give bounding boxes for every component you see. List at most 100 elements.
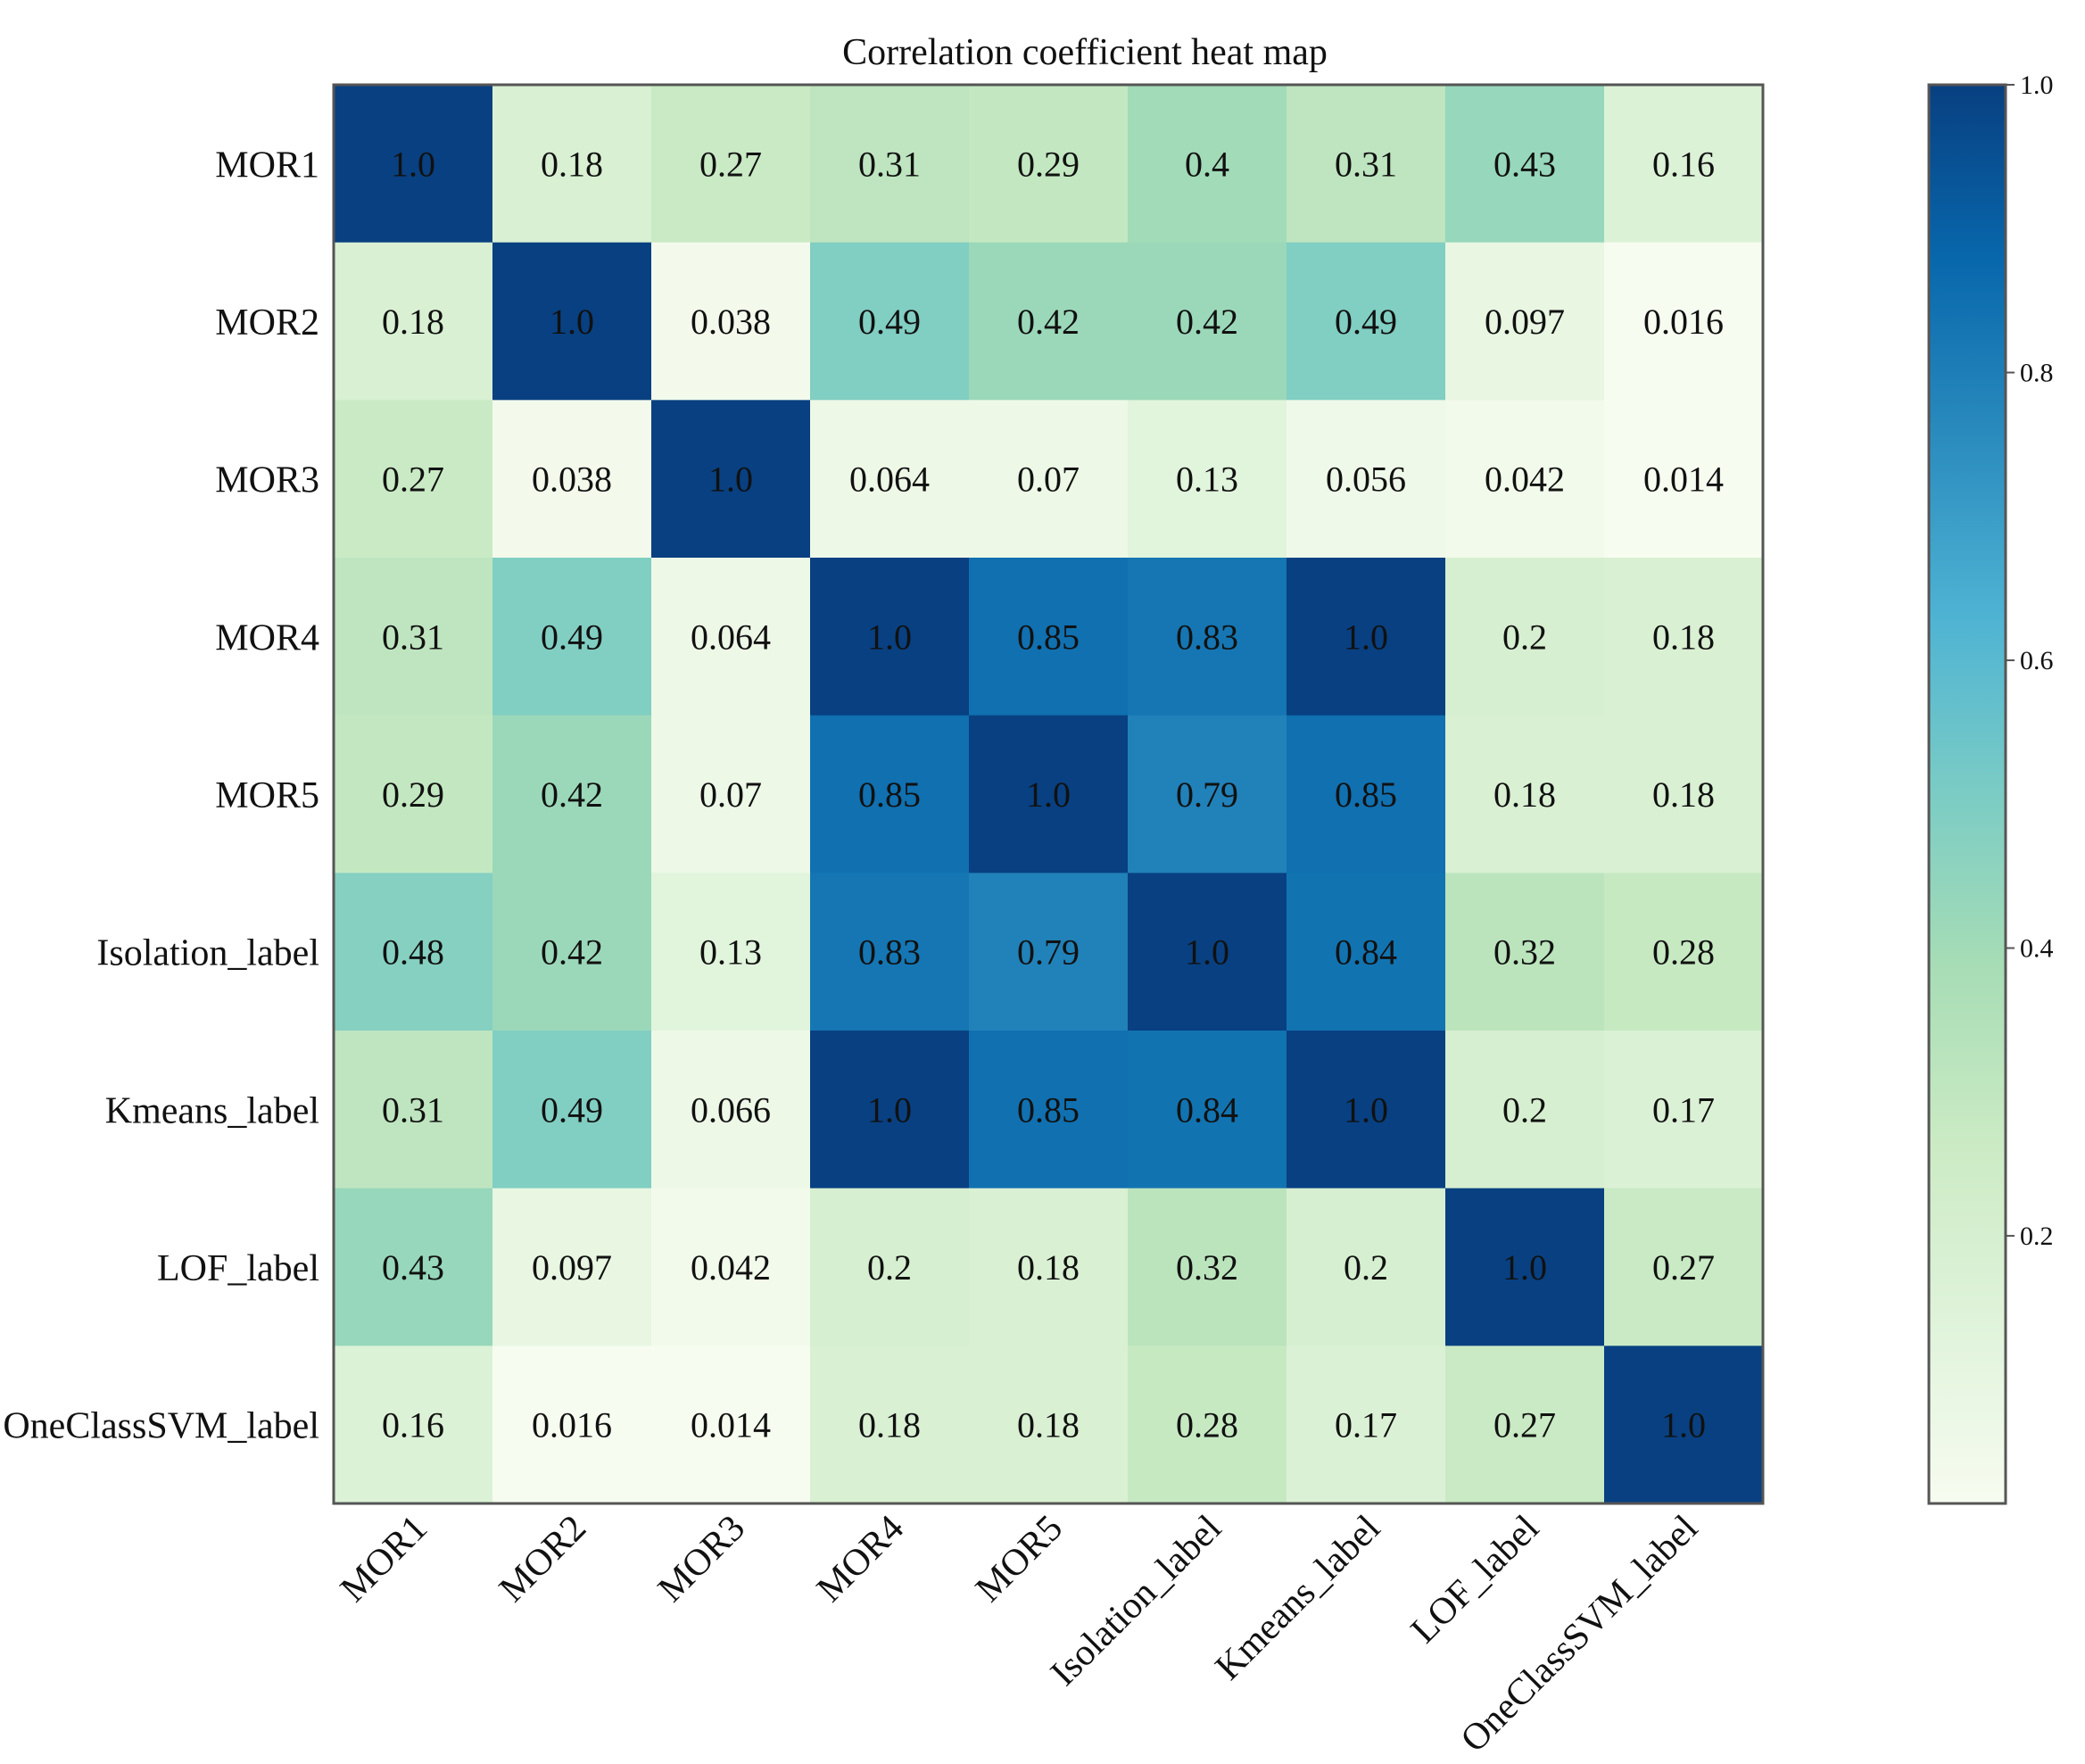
cell-value-label: 0.49: [1335, 302, 1397, 342]
column-tick-label: Kmeans_label: [1208, 1508, 1388, 1688]
heatmap-cell: [1445, 715, 1605, 874]
cell-value-label: 0.064: [691, 617, 771, 657]
heatmap-cell: [810, 1031, 970, 1189]
cell-value-label: 0.48: [382, 932, 444, 973]
cell-value-label: 0.84: [1335, 932, 1397, 973]
heatmap-cells: [334, 85, 1764, 1504]
chart-title: Correlation coefficient heat map: [842, 32, 1328, 73]
cell-value-label: 0.2: [1502, 1089, 1547, 1130]
colorbar: 0.2 0.4 0.6 0.8 1.0: [1927, 70, 2054, 1505]
cell-value-label: 0.016: [1643, 302, 1724, 342]
heatmap-cell: [1604, 873, 1764, 1031]
cell-value-label: 0.79: [1176, 774, 1238, 815]
cell-value-label: 0.42: [1017, 302, 1080, 342]
heatmap-cell: [651, 873, 811, 1031]
cell-value-label: 0.31: [382, 1089, 444, 1130]
column-tick-label: MOR1: [333, 1508, 435, 1611]
heatmap-cell: [1128, 1031, 1287, 1189]
colorbar-tick-label: 0.8: [2020, 359, 2054, 388]
heatmap-cell: [334, 558, 493, 716]
cell-value-label: 0.42: [541, 774, 603, 815]
heatmap-cell: [1128, 242, 1287, 401]
column-tick-label: MOR2: [492, 1508, 594, 1611]
cell-value-label: 0.064: [849, 460, 930, 500]
column-tick-label: MOR5: [968, 1508, 1071, 1611]
heatmap-cell: [492, 558, 652, 716]
row-tick-label: MOR4: [215, 617, 319, 658]
cell-value-label: 0.18: [541, 144, 603, 184]
cell-value-label: 0.066: [691, 1089, 771, 1130]
cell-value-label: 0.83: [858, 932, 921, 973]
heatmap-cell: [651, 400, 811, 559]
heatmap-cell: [810, 873, 970, 1031]
heatmap-cell: [1287, 873, 1446, 1031]
cell-value-label: 0.07: [1017, 460, 1080, 500]
cell-value-label: 0.042: [691, 1247, 771, 1288]
heatmap-cell: [1287, 715, 1446, 874]
cell-value-label: 1.0: [708, 460, 753, 500]
heatmap-cell: [1445, 400, 1605, 559]
cell-value-label: 1.0: [867, 617, 912, 657]
cell-value-label: 0.042: [1485, 460, 1565, 500]
cell-value-label: 0.84: [1176, 1089, 1238, 1130]
cell-value-label: 0.29: [382, 774, 444, 815]
cell-value-label: 0.16: [382, 1405, 444, 1445]
heatmap-cell: [969, 715, 1129, 874]
heatmap-cell: [651, 1188, 811, 1346]
cell-value-label: 0.27: [1493, 1405, 1556, 1445]
heatmap-cell: [492, 242, 652, 401]
heatmap-cell: [810, 85, 970, 244]
row-tick-label: MOR1: [215, 145, 319, 186]
heatmap-cell: [492, 1188, 652, 1346]
row-tick-label: Kmeans_label: [105, 1090, 319, 1131]
column-labels: MOR1 MOR2 MOR3 MOR4 MOR5Isolation_labelKmean…: [333, 1508, 1706, 1760]
heatmap-cell: [1287, 1031, 1446, 1189]
cell-value-label: 0.42: [541, 932, 603, 973]
cell-value-label: 0.014: [1643, 460, 1724, 500]
heatmap-cell: [334, 1188, 493, 1346]
heatmap-cell: [334, 1031, 493, 1189]
heatmap-cell: [1445, 558, 1605, 716]
row-tick-label: LOF_label: [157, 1248, 319, 1289]
heatmap-cell: [1604, 242, 1764, 401]
cell-value-label: 0.18: [1017, 1405, 1080, 1445]
heatmap-cell: [1604, 715, 1764, 874]
heatmap-cell: [651, 85, 811, 244]
heatmap-cell: [651, 715, 811, 874]
heatmap-cell: [969, 558, 1129, 716]
heatmap-cell: [1445, 1031, 1605, 1189]
heatmap-cell: [969, 85, 1129, 244]
heatmap-cell: [969, 873, 1129, 1031]
heatmap-cell: [492, 1031, 652, 1189]
heatmap-cell: [492, 715, 652, 874]
heatmap-cell: [334, 242, 493, 401]
cell-value-label: 0.038: [691, 302, 771, 342]
heatmap-cell: [810, 558, 970, 716]
heatmap-cell: [1445, 85, 1605, 244]
cell-value-label: 0.014: [691, 1405, 771, 1445]
cell-value-label: 0.27: [1652, 1247, 1715, 1288]
cell-value-label: 1.0: [1502, 1247, 1547, 1288]
heatmap-cell: [1128, 1188, 1287, 1346]
heatmap-cell: [1445, 1346, 1605, 1504]
cell-value-label: 0.18: [1017, 1247, 1080, 1288]
heatmap-cell: [1287, 1188, 1446, 1346]
heatmap-cell: [810, 400, 970, 559]
cell-value-label: 0.83: [1176, 617, 1238, 657]
heatmap-cell: [334, 715, 493, 874]
cell-value-label: 0.85: [1017, 1089, 1080, 1130]
cell-value-label: 1.0: [1344, 1089, 1388, 1130]
heatmap-cell: [1604, 1031, 1764, 1189]
cell-value-label: 0.49: [541, 1089, 603, 1130]
cell-value-label: 0.097: [532, 1247, 612, 1288]
heatmap-cell: [1604, 400, 1764, 559]
cell-value-label: 0.2: [1502, 617, 1547, 657]
cell-value-label: 0.18: [858, 1405, 921, 1445]
heatmap-cell: [810, 715, 970, 874]
cell-value-label: 1.0: [391, 144, 435, 184]
colorbar-tick-label: 0.2: [2020, 1222, 2054, 1251]
cell-value-label: 0.2: [1344, 1247, 1388, 1288]
heatmap-cell: [1128, 85, 1287, 244]
cell-value-label: 0.31: [858, 144, 921, 184]
